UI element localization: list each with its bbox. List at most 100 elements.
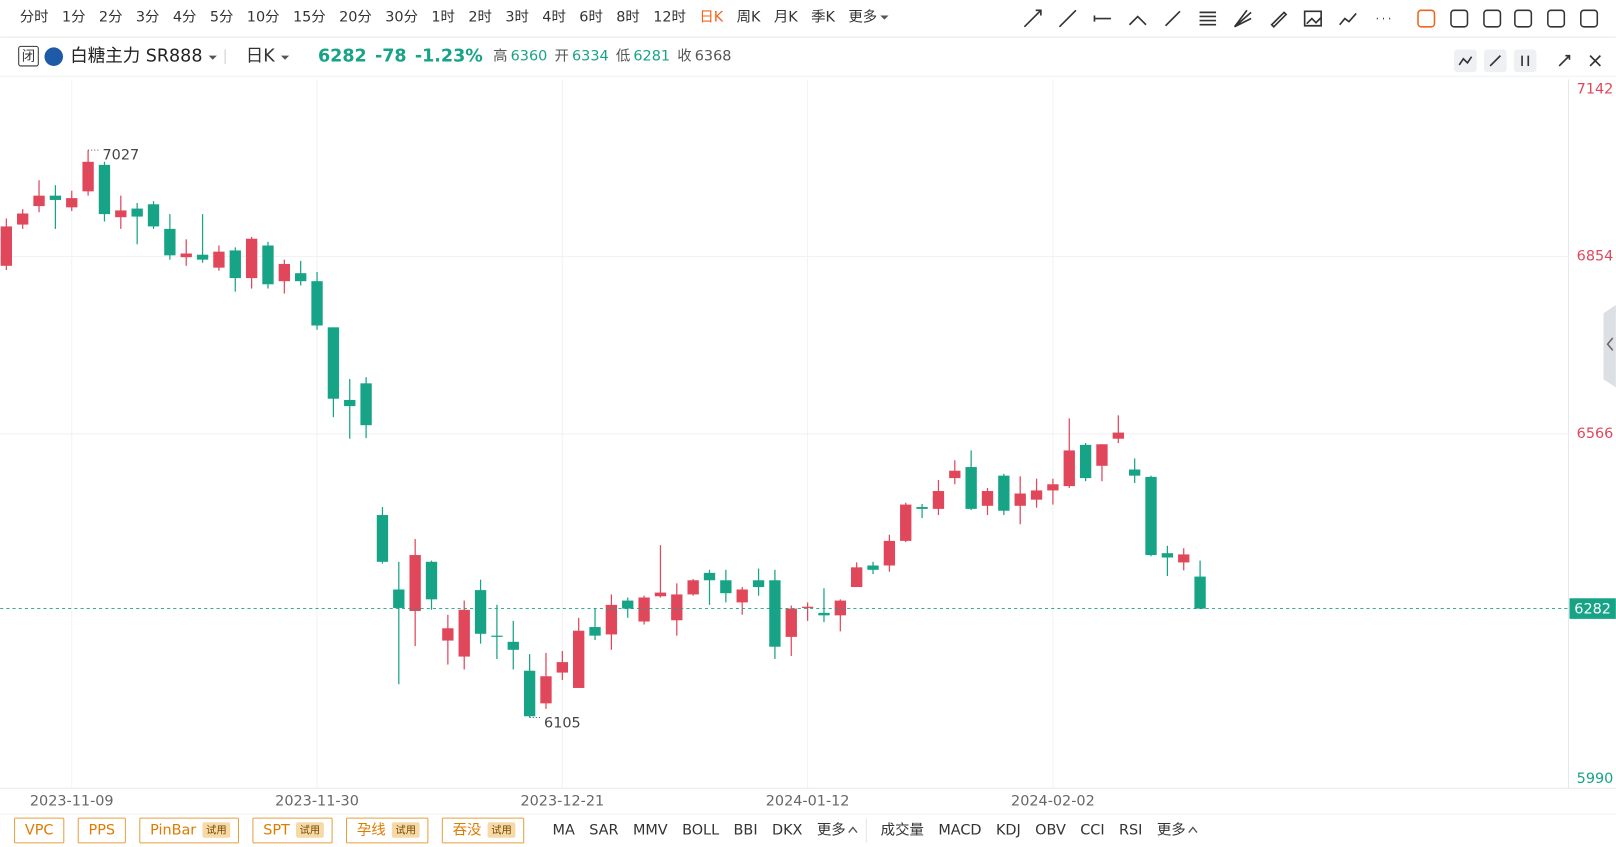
period-tab[interactable]: 4分 [173, 9, 197, 26]
indicator-tab[interactable]: BBI [734, 823, 758, 839]
candle-body [147, 204, 160, 227]
pattern-button[interactable] [346, 817, 429, 844]
period-tab[interactable]: 分时 [20, 9, 49, 26]
period-tab[interactable]: 1分 [62, 9, 86, 26]
min-label: 6105 [544, 716, 581, 732]
candle-body [556, 662, 568, 673]
period-tab[interactable]: 8时 [616, 9, 640, 26]
indicator-tab[interactable]: 成交量 [881, 821, 924, 839]
candle-body [196, 254, 209, 260]
pattern-button[interactable] [252, 817, 333, 844]
indicator-tab[interactable]: KDJ [996, 823, 1021, 839]
candle-body [622, 600, 634, 609]
candle-body [1194, 576, 1206, 609]
draw-tool[interactable] [1339, 12, 1357, 26]
period-tab[interactable]: 2时 [468, 9, 492, 26]
caret [280, 55, 290, 60]
stat-label: 开 [554, 49, 568, 65]
candle-body [1030, 490, 1043, 500]
symbol[interactable]: 白糖主力 SR888 [70, 47, 202, 67]
candle-body [834, 600, 846, 616]
draw-tool[interactable] [1023, 9, 1042, 28]
period-tab[interactable]: 周K [737, 10, 761, 26]
pattern-button[interactable] [441, 817, 525, 844]
draw-tool[interactable] [1303, 10, 1322, 27]
candle-body [1079, 444, 1092, 479]
tool-button[interactable] [1580, 9, 1599, 28]
candle-body [785, 608, 797, 637]
draw-tool[interactable] [1128, 15, 1147, 26]
draw-tool[interactable] [1233, 9, 1252, 28]
candle-body [115, 210, 127, 218]
period-tab[interactable]: 20分 [339, 9, 372, 26]
candle-body [49, 195, 62, 200]
candle-body [818, 612, 830, 616]
tool-button[interactable] [1483, 9, 1502, 28]
period-tab[interactable]: 5分 [210, 9, 234, 26]
y-tick-label: 5990 [1577, 771, 1614, 787]
more-button[interactable]: 更多 [817, 822, 846, 839]
stat-value: 6360 [511, 49, 548, 65]
pattern-button[interactable] [139, 817, 239, 844]
candle-body [523, 670, 536, 717]
candle-body [867, 565, 879, 570]
indicator-tab[interactable]: MMV [633, 823, 668, 839]
period-tab[interactable]: 4时 [542, 9, 566, 26]
x-tick-label: 2024-02-02 [1011, 794, 1095, 810]
panel-button[interactable] [1513, 49, 1537, 73]
candle-body [1161, 553, 1174, 558]
draw-tool[interactable] [1093, 15, 1111, 22]
period[interactable]: 日K [246, 47, 275, 67]
indicator-tab[interactable]: DKX [772, 823, 803, 839]
draw-tool[interactable] [1058, 9, 1077, 28]
pattern-name: 吞没 [453, 822, 482, 839]
tool-button[interactable] [1450, 9, 1469, 28]
candle-body [131, 208, 143, 217]
candle-body [213, 251, 225, 268]
period-tab[interactable]: 季K [811, 9, 835, 26]
period-tab[interactable]: 15分 [293, 9, 326, 26]
indicator-tab[interactable]: OBV [1035, 823, 1066, 839]
candle-body [883, 540, 896, 566]
indicator-tab[interactable]: CCI [1080, 823, 1104, 839]
period-tab[interactable]: 3时 [505, 9, 529, 26]
period-tab[interactable]: 日K [699, 10, 723, 26]
period-tab[interactable]: 10分 [247, 9, 280, 26]
period-tab[interactable]: 1时 [431, 9, 455, 26]
panel-icon [1589, 55, 1601, 67]
indicator-tab[interactable]: MA [553, 823, 575, 839]
period-tab[interactable]: 12时 [653, 9, 686, 26]
candle-body [654, 592, 667, 597]
draw-tool[interactable] [1199, 11, 1217, 26]
period-tab[interactable]: 30分 [385, 9, 418, 26]
caret-up [1188, 826, 1198, 833]
candle-body [507, 641, 519, 650]
stat-value: 6281 [633, 49, 670, 65]
period-tab[interactable]: 6时 [579, 9, 603, 26]
collapse-icon [1606, 337, 1614, 351]
pattern-button[interactable] [77, 817, 126, 844]
draw-tool[interactable] [1164, 10, 1181, 27]
candle-body [540, 676, 552, 704]
candle-body [736, 589, 748, 603]
stat-label: 收 [677, 48, 691, 65]
more-button[interactable]: 更多 [1157, 822, 1186, 839]
period-tab[interactable]: 3分 [136, 9, 160, 26]
candle-body [1014, 493, 1026, 506]
draw-tool[interactable] [1270, 11, 1288, 28]
period-tab[interactable]: 2分 [99, 9, 123, 26]
indicator-tab[interactable]: BOLL [682, 823, 719, 839]
candle-body [998, 475, 1010, 511]
indicator-tab[interactable]: MACD [938, 823, 981, 839]
pattern-button[interactable] [14, 817, 65, 844]
more-button[interactable]: 更多 [848, 9, 877, 26]
tool-button[interactable] [1547, 9, 1566, 28]
indicator-tab[interactable]: RSI [1119, 823, 1142, 839]
tool-button[interactable] [1417, 9, 1436, 28]
candle-body [687, 580, 699, 595]
indicator-tab[interactable]: SAR [589, 823, 618, 839]
x-tick-label: 2023-11-09 [30, 794, 114, 810]
tool-button[interactable] [1514, 9, 1533, 28]
period-tab[interactable]: 月K [774, 10, 798, 26]
